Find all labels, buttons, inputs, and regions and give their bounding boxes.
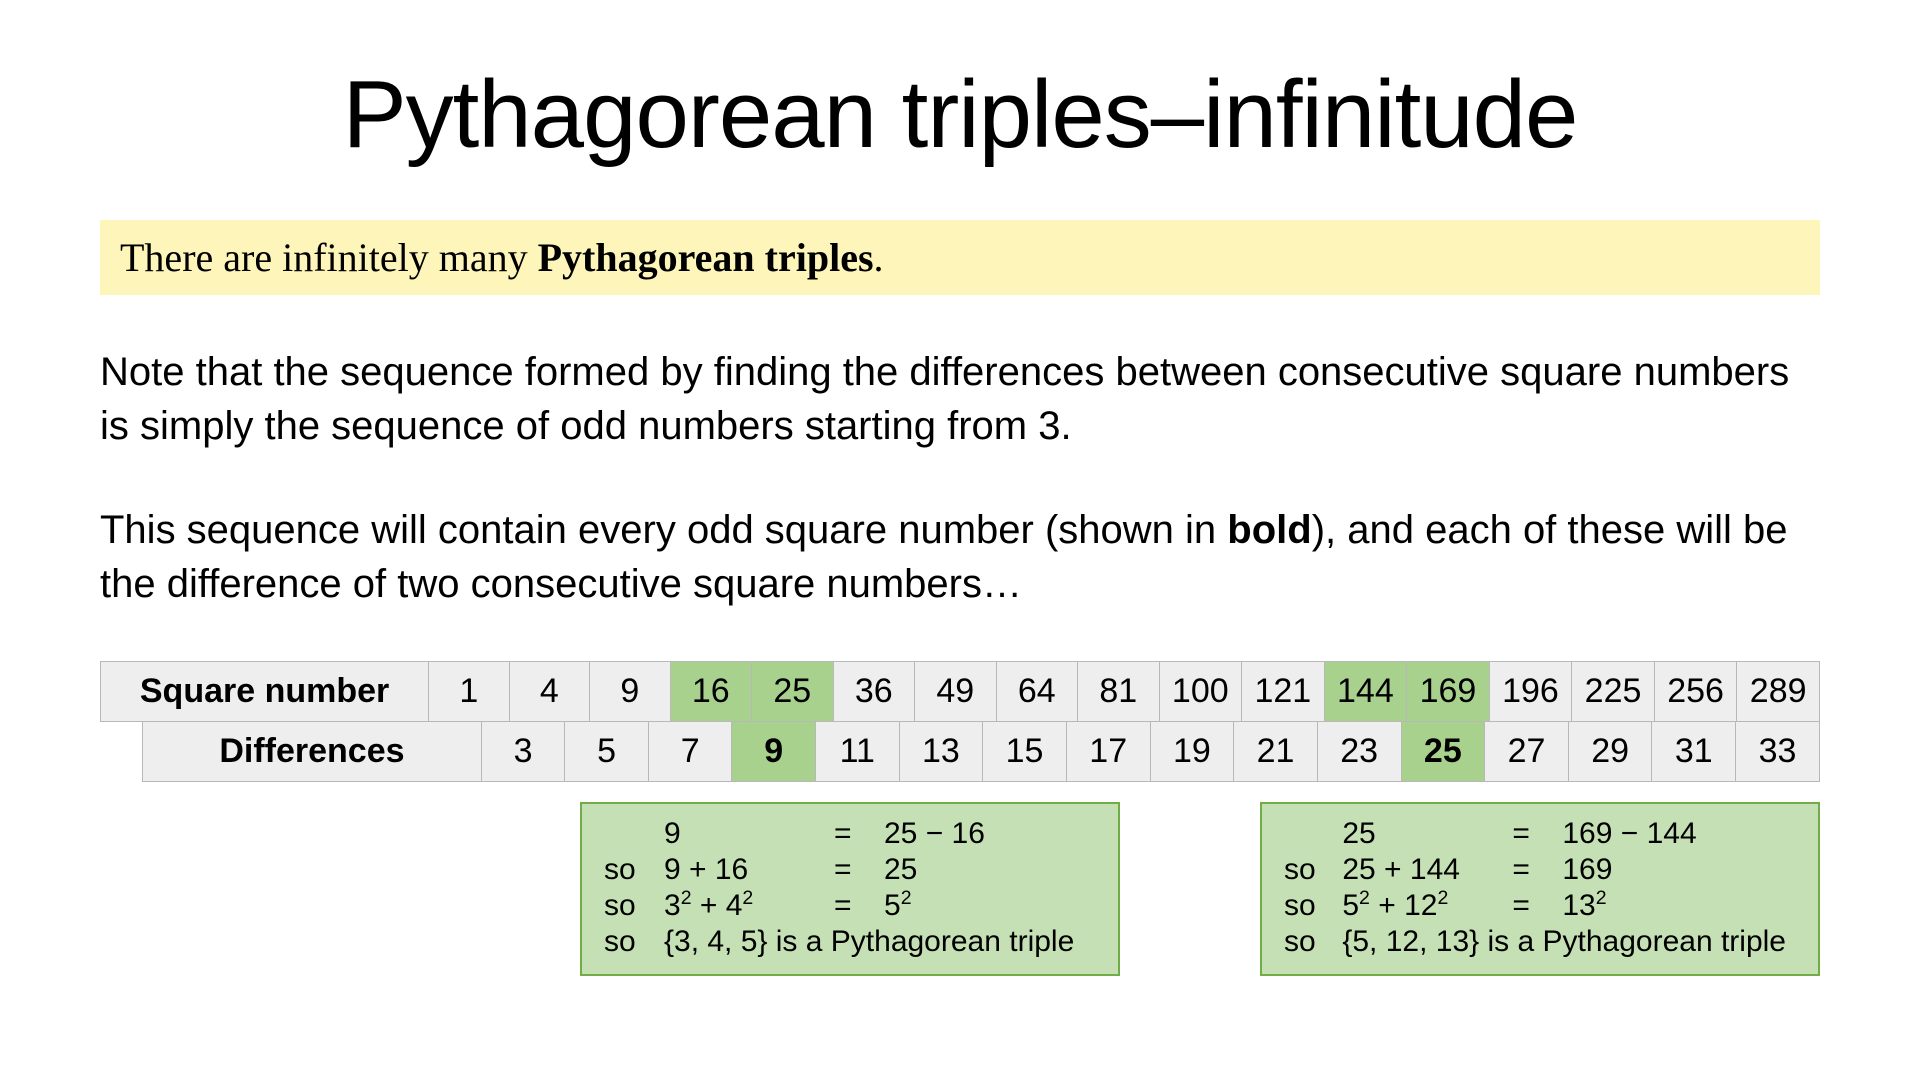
- diff-cell: 25: [1401, 722, 1485, 782]
- proof1-r1-rhs: 25 − 16: [884, 816, 1084, 852]
- diff-cell: 11: [815, 722, 899, 782]
- proof-box-1: 9 = 25 − 16 so 9 + 16 = 25 so 32 + 42 = …: [580, 802, 1120, 976]
- proof2-r2-lhs: 25 + 144: [1342, 852, 1512, 888]
- proof1-r3-eq: =: [834, 888, 884, 924]
- square-cell: 81: [1078, 662, 1160, 722]
- diff-cell: 33: [1736, 722, 1820, 782]
- para2-a: This sequence will contain every odd squ…: [100, 508, 1227, 552]
- proof1-r4-so: so: [604, 924, 664, 960]
- proof2-r1-rhs: 169 − 144: [1562, 816, 1796, 852]
- proof1-r4: {3, 4, 5} is a Pythagorean triple: [664, 924, 1084, 960]
- square-cell: 144: [1324, 662, 1407, 722]
- proof2-r4-so: so: [1284, 924, 1342, 960]
- diff-cell: 3: [481, 722, 565, 782]
- tables-area: Square number149162536496481100121144169…: [100, 661, 1820, 782]
- paragraph-1: Note that the sequence formed by finding…: [100, 345, 1820, 453]
- proof2-r3-eq: =: [1512, 888, 1562, 924]
- theorem-box: There are infinitely many Pythagorean tr…: [100, 220, 1820, 295]
- proof1-r3-so: so: [604, 888, 664, 924]
- proof1-r2-so: so: [604, 852, 664, 888]
- proof2-r2-so: so: [1284, 852, 1342, 888]
- proof1-r1-lhs: 9: [664, 816, 834, 852]
- proof-1-table: 9 = 25 − 16 so 9 + 16 = 25 so 32 + 42 = …: [604, 816, 1084, 960]
- diff-cell: 27: [1485, 722, 1569, 782]
- theorem-suffix: .: [874, 235, 884, 280]
- square-cell: 225: [1572, 662, 1655, 722]
- proof-2-table: 25 = 169 − 144 so 25 + 144 = 169 so 52 +…: [1284, 816, 1796, 960]
- slide: Pythagorean triples–infinitude There are…: [0, 0, 1920, 1080]
- square-label: Square number: [101, 662, 429, 722]
- diff-cell: 23: [1317, 722, 1401, 782]
- square-cell: 9: [590, 662, 670, 722]
- proof1-r3-rhs: 52: [884, 888, 1084, 924]
- proof1-r2-lhs: 9 + 16: [664, 852, 834, 888]
- square-cell: 4: [509, 662, 589, 722]
- paragraph-2: This sequence will contain every odd squ…: [100, 503, 1820, 611]
- diff-cell: 29: [1568, 722, 1652, 782]
- diff-cell: 5: [565, 722, 649, 782]
- theorem-bold: Pythagorean triples: [538, 235, 874, 280]
- square-cell: 289: [1737, 662, 1820, 722]
- diff-cell: 19: [1150, 722, 1234, 782]
- proof2-r3-so: so: [1284, 888, 1342, 924]
- proof2-r1-lhs: 25: [1342, 816, 1512, 852]
- square-cell: 100: [1159, 662, 1242, 722]
- proof1-r3-lhs: 32 + 42: [664, 888, 834, 924]
- proof-boxes: 9 = 25 − 16 so 9 + 16 = 25 so 32 + 42 = …: [580, 802, 1820, 976]
- para2-bold: bold: [1227, 508, 1311, 552]
- proof2-r1-eq: =: [1512, 816, 1562, 852]
- diff-cell: 15: [983, 722, 1067, 782]
- square-cell: 16: [670, 662, 752, 722]
- proof1-r1-eq: =: [834, 816, 884, 852]
- diff-cell: 13: [899, 722, 983, 782]
- square-cell: 169: [1407, 662, 1490, 722]
- square-number-table: Square number149162536496481100121144169…: [100, 661, 1820, 722]
- square-cell: 196: [1489, 662, 1572, 722]
- proof1-r2-eq: =: [834, 852, 884, 888]
- square-cell: 121: [1242, 662, 1325, 722]
- diff-cell: 21: [1234, 722, 1318, 782]
- square-cell: 256: [1654, 662, 1737, 722]
- square-cell: 1: [429, 662, 509, 722]
- theorem-prefix: There are infinitely many: [120, 235, 538, 280]
- diff-cell: 17: [1066, 722, 1150, 782]
- diff-label: Differences: [143, 722, 482, 782]
- proof2-r2-rhs: 169: [1562, 852, 1796, 888]
- page-title: Pythagorean triples–infinitude: [100, 60, 1820, 170]
- proof-box-2: 25 = 169 − 144 so 25 + 144 = 169 so 52 +…: [1260, 802, 1820, 976]
- square-cell: 36: [833, 662, 915, 722]
- square-cell: 64: [996, 662, 1078, 722]
- diff-cell: 31: [1652, 722, 1736, 782]
- proof2-r4: {5, 12, 13} is a Pythagorean triple: [1342, 924, 1796, 960]
- proof1-r1-so: [604, 816, 664, 852]
- proof1-r2-rhs: 25: [884, 852, 1084, 888]
- proof2-r2-eq: =: [1512, 852, 1562, 888]
- square-cell: 25: [752, 662, 834, 722]
- diff-cell: 9: [732, 722, 816, 782]
- square-cell: 49: [915, 662, 997, 722]
- proof2-r3-lhs: 52 + 122: [1342, 888, 1512, 924]
- proof2-r1-so: [1284, 816, 1342, 852]
- diff-cell: 7: [648, 722, 732, 782]
- proof2-r3-rhs: 132: [1562, 888, 1796, 924]
- differences-table: Differences3579111315171921232527293133: [142, 721, 1820, 782]
